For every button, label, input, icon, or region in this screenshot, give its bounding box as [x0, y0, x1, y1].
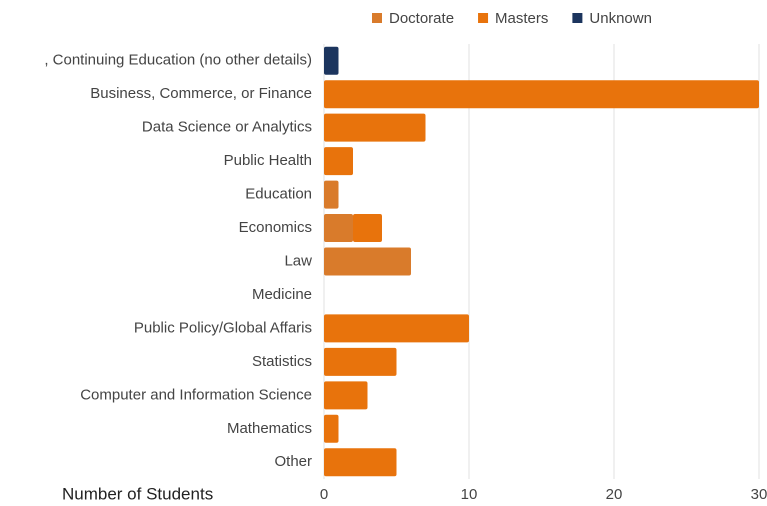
- y-tick-label: Economics: [239, 219, 312, 236]
- x-tick-label: 30: [751, 486, 767, 503]
- bar-segment: [353, 214, 382, 243]
- bar-segment: [324, 214, 353, 243]
- legend-swatch: [572, 13, 583, 23]
- bar-segment: [324, 46, 339, 75]
- y-tick-label: Computer and Information Science: [80, 386, 312, 403]
- x-tick-label: 0: [320, 486, 328, 503]
- bar-segment: [324, 314, 469, 343]
- legend-swatch: [372, 13, 382, 23]
- y-tick-label: Education: [245, 186, 312, 203]
- y-tick-label: Business, Commerce, or Finance: [90, 85, 312, 102]
- x-tick-label: 10: [461, 486, 478, 503]
- legend-label: Unknown: [589, 10, 652, 27]
- y-tick-label: Public Health: [224, 152, 312, 169]
- bar-segment: [324, 347, 397, 376]
- bar-segment: [324, 448, 397, 477]
- bar-segment: [324, 414, 339, 443]
- y-tick-label: , Continuing Education (no other details…: [44, 52, 312, 69]
- y-tick-label: Other: [274, 453, 312, 470]
- bar-segment: [324, 247, 411, 276]
- y-tick-label: Statistics: [252, 353, 312, 370]
- y-tick-label: Mathematics: [227, 420, 312, 437]
- bar-segment: [324, 180, 339, 209]
- legend-swatch: [478, 13, 489, 23]
- y-tick-label: Data Science or Analytics: [142, 119, 312, 136]
- y-tick-label: Medicine: [252, 286, 312, 303]
- x-axis-label: Number of Students: [62, 484, 213, 503]
- x-tick-label: 20: [606, 486, 623, 503]
- y-tick-label: Law: [284, 252, 312, 269]
- bar-segment: [324, 113, 426, 142]
- bar-segment: [324, 147, 353, 176]
- legend-label: Doctorate: [389, 10, 454, 27]
- y-tick-label: Public Policy/Global Affaris: [134, 319, 312, 336]
- legend-label: Masters: [495, 10, 548, 27]
- bar-segment: [324, 80, 759, 109]
- bar-segment: [324, 381, 368, 410]
